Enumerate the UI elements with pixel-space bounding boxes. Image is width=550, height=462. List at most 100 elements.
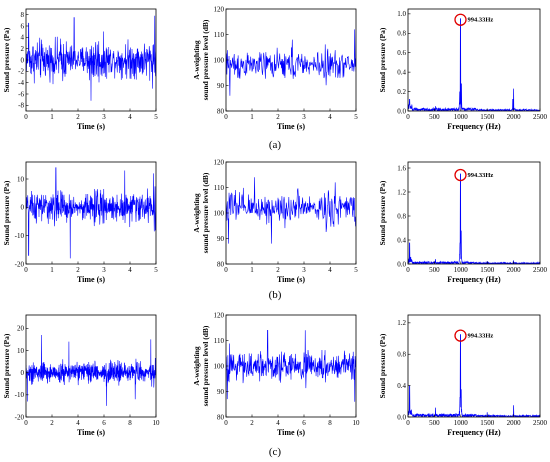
panel-r0c0-xtick-label: 2 [76, 113, 80, 121]
panel-r1c0-xtick-label: 0 [24, 266, 28, 274]
panel-r2c1-data [226, 329, 356, 402]
panel-r2c1-xtick-label: 8 [328, 419, 332, 427]
panel-r2c0: 0 2 4 6 8 10 -20 -10 0 10 20 Time (s) Sound pressure… [2, 314, 161, 437]
panel-r2c0-xtick-label: 6 [102, 419, 106, 427]
panel-r1c1-xtick-label: 0 [224, 266, 228, 274]
panel-r0c2-ytick-label: 1.0 [397, 10, 406, 18]
panel-r2c0-ylabel-line0: Sound pressure (Pa) [2, 333, 11, 398]
panel-r0c1-xtick-label: 1 [250, 113, 254, 121]
caption-b: (b) [269, 289, 282, 301]
panel-r0c2-ytick-label: 0.4 [397, 68, 406, 76]
panel-r1c2-data [408, 173, 540, 264]
panel-r2c0-ytick-label: -10 [15, 391, 25, 399]
panel-r1c1-xtick-label: 5 [354, 266, 358, 274]
panel-r1c2: 994.33Hz 0 500 1000 1500 2000 2500 0.0 0.4 0.8 1.2… [378, 161, 548, 284]
panel-r2c2-xtick-label: 2500 [533, 419, 548, 427]
panel-r1c2-xtick-label: 1000 [454, 266, 469, 274]
panel-r2c1-xtick-label: 2 [250, 419, 254, 427]
panel-r2c0-xtick-label: 10 [153, 419, 161, 427]
panel-r0c0-xtick-label: 3 [102, 113, 106, 121]
panel-r1c2-xlabel: Frequency (Hz) [447, 275, 501, 284]
panel-r1c1-xlabel: Time (s) [277, 275, 305, 284]
panel-r0c2-axes-frame [407, 8, 541, 112]
panel-r1c1-axes-frame [225, 161, 357, 265]
panel-r0c2-xlabel: Frequency (Hz) [447, 122, 501, 131]
panel-r2c2-ylabel-line0: Sound pressure (Pa) [378, 333, 387, 398]
panel-r2c0-xtick-label: 8 [128, 419, 132, 427]
panel-r1c2-ylabel-line0: Sound pressure (Pa) [378, 180, 387, 245]
panel-r2c2-axes-frame [407, 314, 541, 418]
panel-r2c2-ytick-label: 0.0 [397, 413, 406, 421]
panel-r0c2-xtick-label: 500 [429, 113, 440, 121]
panel-r1c1-ylabel-line1: sound pressure level (dB) [201, 172, 210, 253]
panel-r1c2-xtick-label: 0 [406, 266, 410, 274]
panel-r0c0-ytick-label: 8 [21, 11, 25, 19]
panel-r1c1: 0 1 2 3 4 5 80 90 100 110 120 Time (s) A-weighting so… [192, 158, 358, 284]
panel-r1c0-ylabel-line0: Sound pressure (Pa) [2, 180, 11, 245]
panel-r1c1-xtick-label: 2 [276, 266, 280, 274]
panel-r0c2-spectrum-line [408, 18, 540, 111]
panel-r2c2-xtick-label: 1500 [480, 419, 495, 427]
panel-r1c1-xtick-label: 3 [302, 266, 306, 274]
panel-r1c2-xtick-label: 2000 [507, 266, 522, 274]
panel-r2c0-xtick-label: 2 [50, 419, 54, 427]
panel-r1c2-xtick-label: 2500 [533, 266, 548, 274]
panel-r2c1-ytick-label: 90 [217, 388, 225, 396]
panel-r2c2-ytick-label: 0.4 [397, 382, 406, 390]
panel-r1c2-axes-frame [407, 161, 541, 265]
panel-r0c1-xtick-label: 4 [328, 113, 332, 121]
panel-r0c0-data [26, 15, 156, 101]
panel-r1c2-peak-label: 994.33Hz [468, 172, 494, 179]
panel-r2c2-xtick-label: 500 [429, 419, 440, 427]
panel-r2c0-xtick-label: 0 [24, 419, 28, 427]
panel-r0c1-ylabel-line1: sound pressure level (dB) [201, 19, 210, 100]
panel-r1c1-ytick-label: 110 [214, 184, 225, 192]
panel-r1c0-xtick-label: 1 [50, 266, 54, 274]
panel-r2c0-data [26, 334, 156, 406]
panel-r0c0-ytick-label: -2 [18, 68, 24, 76]
panel-r2c2: 994.33Hz 0 500 1000 1500 2000 2500 0.0 0.4 0.8 1.2… [378, 314, 548, 437]
panel-r1c1-xtick-label: 4 [328, 266, 332, 274]
panel-r2c1: 0 2 4 6 8 10 80 90 100 110 120 Time (s) A-weighting s… [192, 311, 360, 437]
panel-r1c0-xtick-label: 5 [154, 266, 158, 274]
panel-r1c0-xtick-label: 4 [128, 266, 132, 274]
panel-r2c0-xlabel: Time (s) [77, 428, 105, 437]
panel-r0c2-peak-marker [454, 13, 467, 26]
panel-r0c0-ytick-label: 0 [21, 56, 25, 64]
panel-r0c0-xtick-label: 1 [50, 113, 54, 121]
panel-r1c0-ytick-label: -10 [15, 232, 25, 240]
panel-r2c1-xtick-label: 6 [302, 419, 306, 427]
panel-r0c2-peak-label: 994.33Hz [468, 17, 494, 24]
panel-r0c1-ytick-label: 80 [217, 107, 225, 115]
panel-r0c2-xtick-label: 2000 [507, 113, 522, 121]
panel-r2c1-ytick-label: 110 [214, 337, 225, 345]
panel-r0c1-ytick-label: 100 [214, 56, 225, 64]
panel-r2c0-ytick-label: 0 [21, 369, 25, 377]
panel-r1c2-xtick-label: 500 [429, 266, 440, 274]
panel-r0c1-xtick-label: 3 [302, 113, 306, 121]
panel-r2c2-xtick-label: 1000 [454, 419, 469, 427]
panel-r0c2-xtick-label: 2500 [533, 113, 548, 121]
panel-r0c0-ytick-label: 4 [21, 34, 25, 42]
panel-r0c0-xtick-label: 4 [128, 113, 132, 121]
panel-r2c1-ytick-label: 80 [217, 413, 225, 421]
panel-r2c0-ytick-label: 10 [17, 347, 25, 355]
panel-r0c0-series-line [26, 15, 156, 101]
panel-r1c1-ytick-label: 100 [214, 209, 225, 217]
panel-r2c1-xtick-label: 0 [224, 419, 228, 427]
panel-r2c0-ytick-label: 20 [17, 325, 25, 333]
panel-r1c0-xlabel: Time (s) [77, 275, 105, 284]
panel-r1c0-series-line [26, 167, 156, 259]
panel-r2c0-axes-frame [25, 314, 157, 418]
panel-r1c1-xtick-label: 1 [250, 266, 254, 274]
panel-r2c0-series-line [26, 334, 156, 406]
panel-r1c0-ytick-label: 10 [17, 175, 25, 183]
panel-r2c1-xlabel: Time (s) [277, 428, 305, 437]
caption-a: (a) [269, 139, 282, 151]
panel-r0c0-ytick-label: -6 [18, 90, 24, 98]
panel-r1c0-ytick-label: -20 [15, 260, 25, 268]
panel-r0c2-ylabel-line0: Sound pressure (Pa) [378, 27, 387, 92]
panel-r0c1-xtick-label: 2 [276, 113, 280, 121]
panel-r0c1-ylabel-line0: A-weighting [192, 40, 201, 79]
panel-r0c0-ytick-label: 6 [21, 22, 25, 30]
